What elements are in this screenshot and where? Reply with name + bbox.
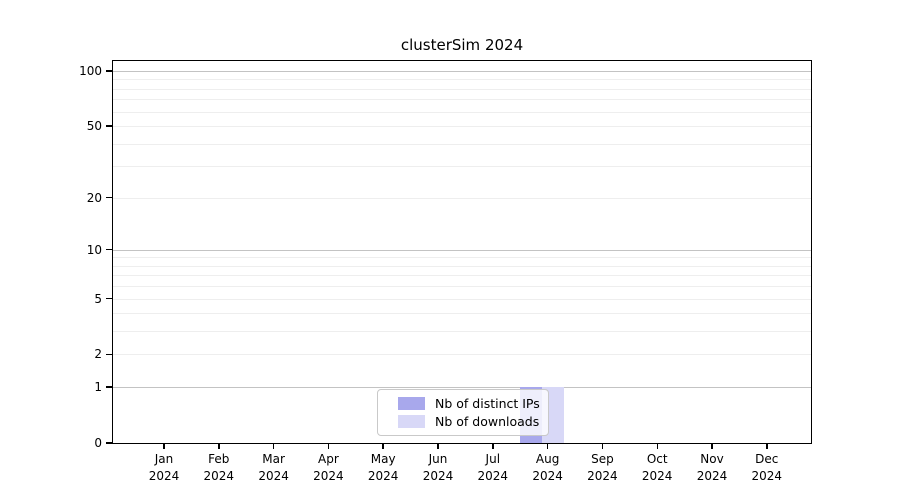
- x-tick-label-jul: Jul 2024: [477, 452, 509, 483]
- y-tick-10: [106, 248, 113, 251]
- gridline-6: [113, 286, 811, 288]
- y-tick-label-10: 10: [86, 242, 102, 257]
- y-tick-20: [106, 196, 113, 199]
- y-tick-1: [106, 386, 113, 388]
- x-tick-label-mar: Mar 2024: [258, 452, 289, 483]
- x-tick-apr: [327, 443, 330, 449]
- x-tick-label-oct: Oct 2024: [641, 452, 673, 483]
- legend-swatch-distinct-ips-icon: [398, 397, 425, 410]
- x-tick-label-aug: Aug 2024: [532, 452, 563, 483]
- x-tick-jan: [163, 443, 165, 449]
- x-tick-nov: [711, 443, 713, 449]
- gridline-9: [113, 257, 811, 259]
- x-tick-label-apr: Apr 2024: [313, 452, 344, 483]
- gridline-5: [113, 298, 811, 300]
- gridline-3: [113, 331, 811, 333]
- x-tick-label-dec: Dec 2024: [751, 452, 783, 483]
- gridline-40: [113, 143, 811, 145]
- x-tick-dec: [766, 443, 768, 449]
- x-tick-mar: [272, 443, 275, 449]
- y-tick-5: [106, 297, 113, 300]
- y-tick-50: [106, 125, 113, 127]
- legend-item-downloads: Nb of downloads: [398, 413, 548, 429]
- y-tick-label-1: 1: [94, 380, 102, 395]
- y-tick-0: [106, 442, 113, 444]
- gridline-90: [113, 79, 811, 81]
- gridline-8: [113, 265, 811, 267]
- gridline-70: [113, 99, 811, 101]
- x-tick-jun: [437, 443, 439, 449]
- legend-item-distinct-ips: Nb of distinct IPs: [398, 395, 548, 411]
- x-tick-label-jan: Jan 2024: [148, 452, 180, 483]
- gridline-10: [113, 249, 811, 251]
- gridline-100: [113, 70, 811, 72]
- x-tick-label-jun: Jun 2024: [422, 452, 454, 483]
- gridline-50: [113, 126, 811, 127]
- y-tick-label-20: 20: [86, 190, 102, 205]
- x-tick-feb: [218, 443, 220, 449]
- x-tick-label-may: May 2024: [367, 452, 399, 483]
- y-tick-label-2: 2: [94, 347, 102, 362]
- x-tick-aug: [546, 443, 549, 449]
- x-tick-label-sep: Sep 2024: [587, 452, 618, 483]
- x-tick-sep: [601, 443, 604, 449]
- gridline-7: [113, 275, 811, 277]
- gridline-20: [113, 197, 811, 199]
- legend-label-downloads: Nb of downloads: [435, 413, 540, 429]
- x-tick-jul: [492, 443, 494, 449]
- gridline-30: [113, 166, 811, 168]
- gridline-2: [113, 354, 811, 356]
- x-tick-oct: [656, 443, 658, 449]
- gridline-4: [113, 313, 811, 315]
- x-tick-may: [382, 443, 384, 449]
- x-tick-label-nov: Nov 2024: [696, 452, 728, 483]
- chart-title: clusterSim 2024: [400, 36, 524, 54]
- y-tick-label-5: 5: [94, 291, 102, 306]
- gridline-60: [113, 111, 811, 113]
- y-tick-2: [106, 353, 113, 356]
- legend-label-distinct-ips: Nb of distinct IPs: [435, 395, 540, 411]
- y-tick-100: [106, 70, 113, 72]
- y-tick-label-0: 0: [94, 436, 102, 450]
- gridline-80: [113, 88, 811, 90]
- legend-swatch-downloads-icon: [398, 415, 425, 428]
- legend: Nb of distinct IPs Nb of downloads: [377, 389, 549, 436]
- y-tick-label-50: 50: [86, 119, 102, 133]
- plot-area: [112, 60, 812, 444]
- x-tick-label-feb: Feb 2024: [203, 452, 235, 483]
- y-tick-label-100: 100: [79, 63, 102, 78]
- gridline-1: [113, 387, 811, 389]
